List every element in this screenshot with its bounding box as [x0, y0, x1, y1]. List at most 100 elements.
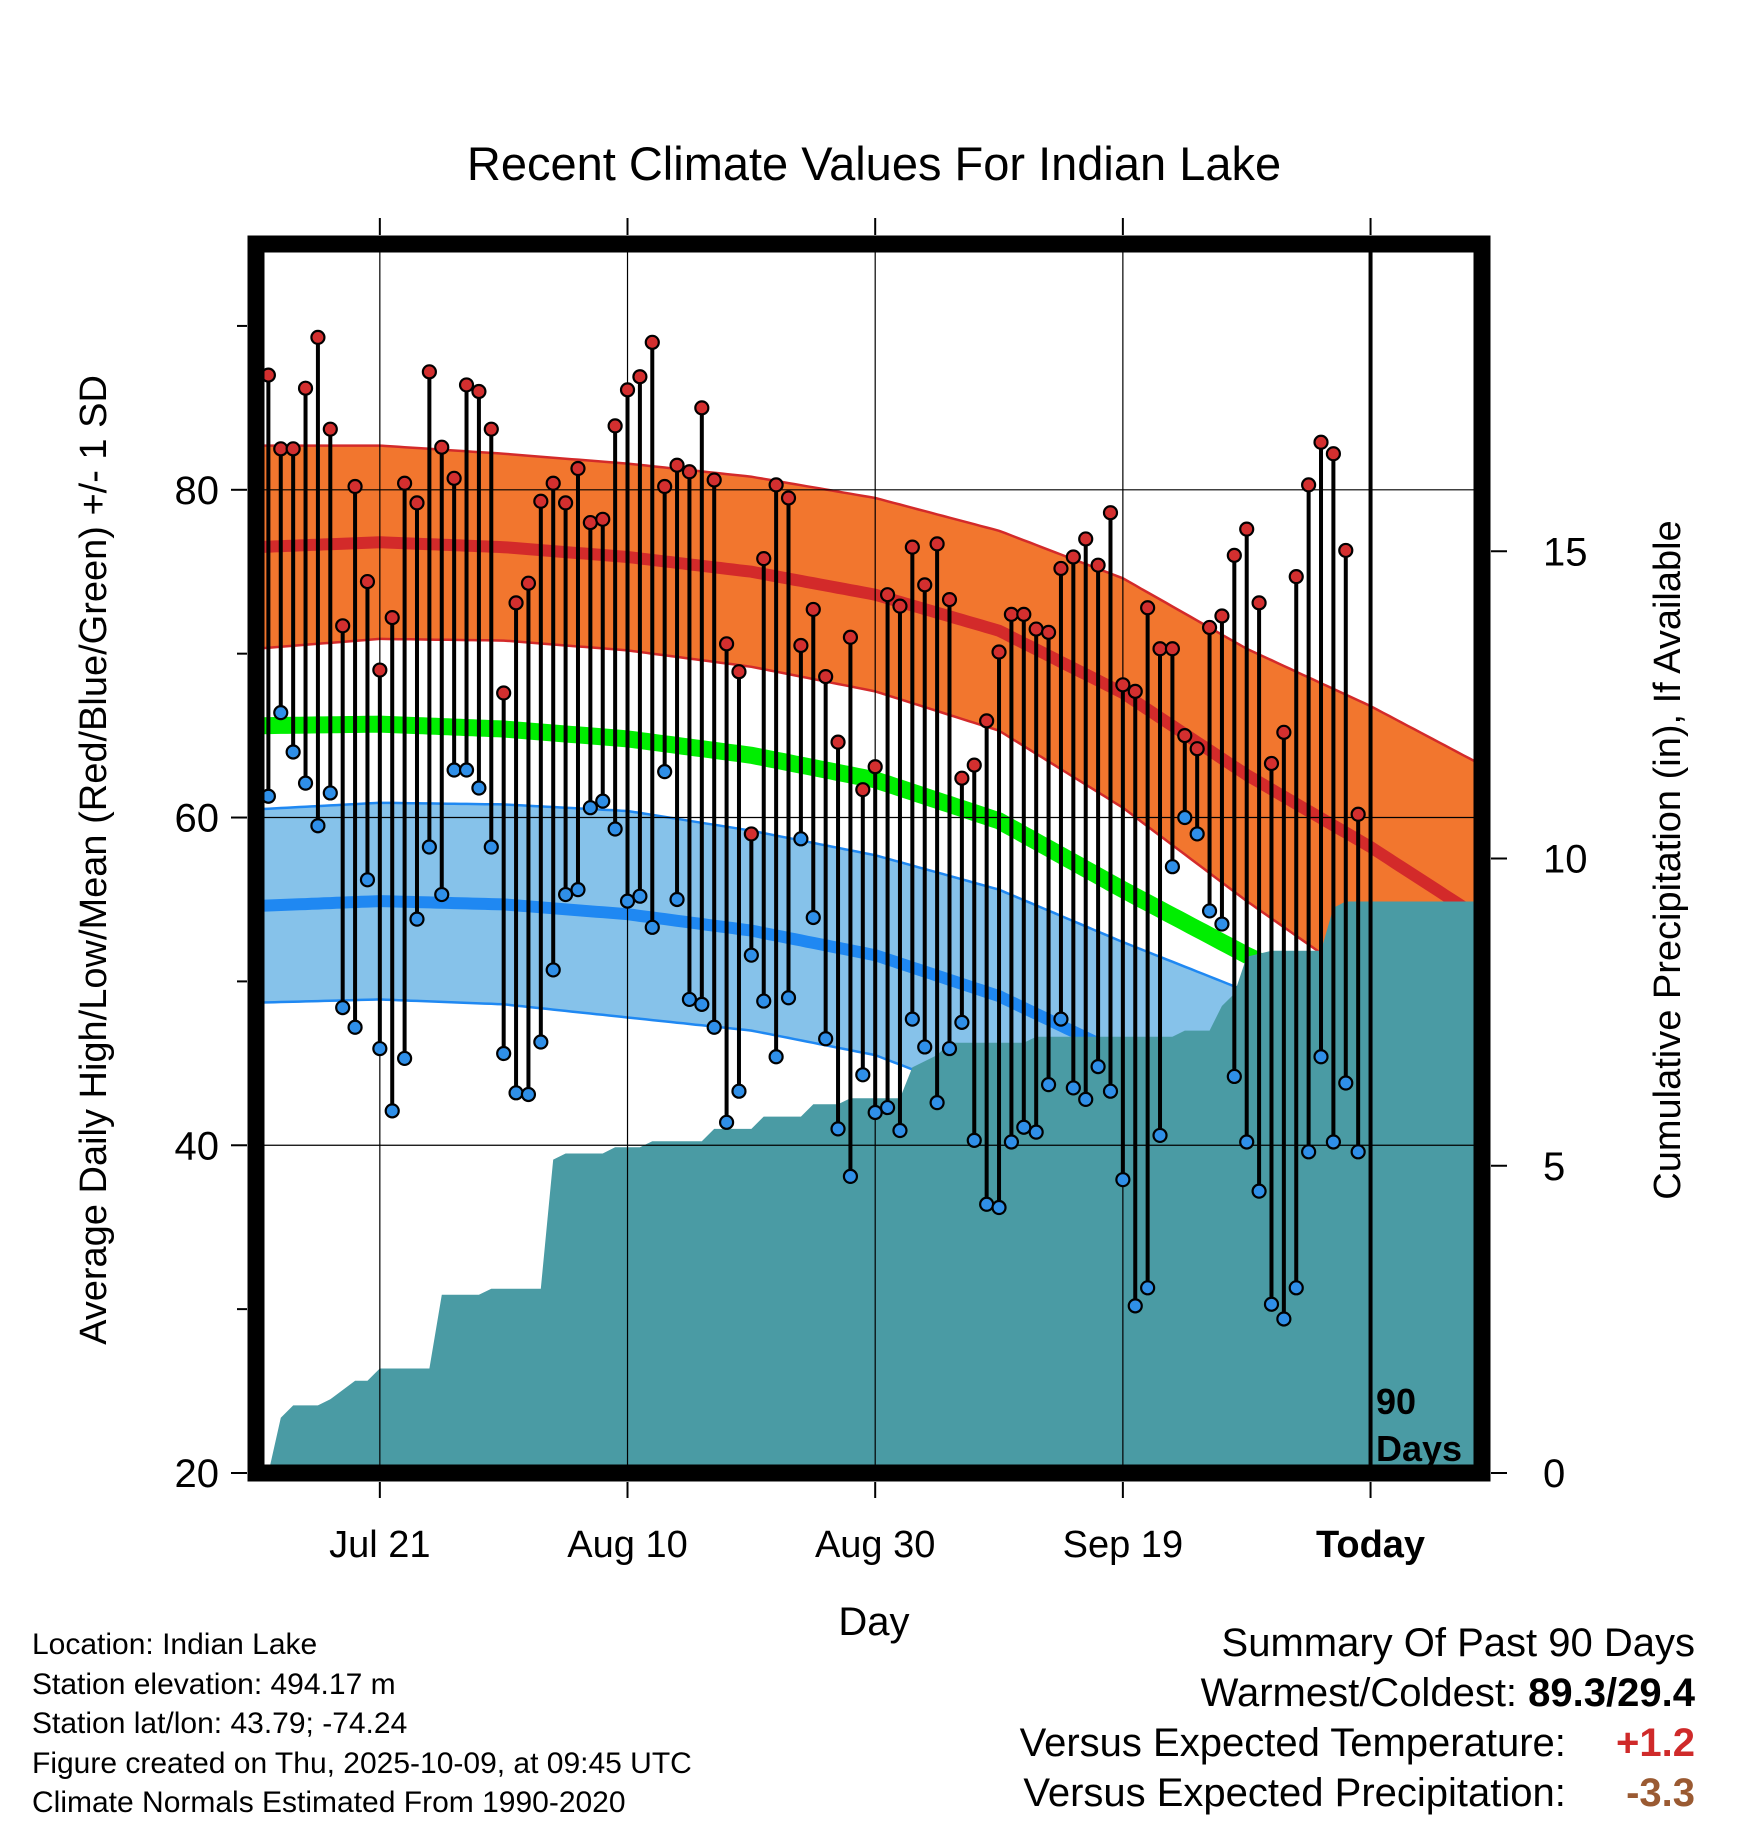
low-point — [1226, 1068, 1242, 1085]
summary-warmest-value: 89.3/29.4 — [1528, 1671, 1695, 1715]
high-point — [1263, 755, 1280, 772]
high-point — [508, 595, 524, 611]
low-point — [1338, 1075, 1354, 1091]
low-point — [1065, 1080, 1081, 1096]
high-point — [285, 441, 301, 457]
low-point — [929, 1095, 945, 1111]
low-point — [917, 1039, 933, 1055]
low-point — [669, 891, 685, 908]
high-point — [1301, 477, 1317, 493]
low-point — [1214, 916, 1230, 932]
low-point — [310, 818, 326, 834]
low-point — [867, 1104, 883, 1121]
low-point — [533, 1034, 549, 1050]
high-point — [297, 380, 314, 396]
high-point — [805, 601, 821, 618]
low-point — [1313, 1049, 1329, 1065]
x-axis-title: Day — [838, 1600, 909, 1644]
low-point — [595, 793, 611, 809]
low-point — [335, 1000, 351, 1016]
high-point — [756, 551, 772, 567]
low-point — [273, 705, 289, 721]
low-point — [1325, 1134, 1341, 1150]
high-point — [1152, 641, 1168, 657]
low-point — [1301, 1144, 1317, 1160]
low-point — [545, 962, 561, 978]
low-point — [954, 1014, 970, 1030]
high-point — [681, 464, 698, 480]
low-point — [830, 1121, 846, 1137]
high-point — [644, 334, 660, 350]
low-point — [285, 744, 301, 760]
summary-temp-label: Versus Expected Temperature: — [1019, 1721, 1566, 1765]
low-point — [632, 888, 648, 904]
high-point — [607, 418, 623, 434]
high-point — [731, 664, 747, 680]
low-point — [458, 762, 475, 778]
low-point — [297, 775, 314, 791]
high-point — [619, 382, 636, 398]
axes: 20 40 60 80 0 5 10 15 Jul 21 Aug 10 Aug 30 Sep 19 To… — [175, 218, 1588, 1566]
high-point — [446, 470, 462, 486]
x-tick-label: Today — [1316, 1524, 1425, 1566]
low-point — [681, 991, 698, 1008]
high-point — [954, 770, 970, 786]
high-point — [1251, 595, 1267, 611]
high-point — [917, 577, 933, 593]
summary-title: Summary Of Past 90 Days — [1221, 1621, 1695, 1665]
high-point — [743, 826, 759, 842]
low-point — [991, 1199, 1007, 1216]
plot-border — [247, 235, 1491, 1482]
high-point — [718, 636, 735, 652]
high-band-lower-edge — [255, 637, 1483, 1075]
low-point — [718, 1114, 735, 1130]
today-marker-label-line2: Days — [1376, 1428, 1462, 1469]
high-point — [904, 539, 920, 555]
high-point — [979, 713, 995, 729]
low-point — [434, 886, 450, 903]
y-axis-title: Average Daily High/Low/Mean (Red/Blue/Gr… — [73, 375, 115, 1345]
high-point — [1288, 569, 1304, 585]
low-point — [979, 1196, 995, 1212]
high-point — [397, 475, 413, 491]
y-tick-label: 40 — [175, 1124, 220, 1168]
high-point — [384, 610, 400, 626]
high-point — [458, 377, 475, 393]
high-point — [966, 757, 982, 773]
low-point — [1090, 1059, 1106, 1075]
high-band — [256, 445, 1482, 1074]
low-point — [409, 911, 425, 927]
low-band — [256, 802, 1482, 1377]
high-point — [657, 478, 673, 495]
low-point — [941, 1040, 958, 1057]
low-point — [397, 1050, 413, 1067]
high-point — [322, 421, 338, 437]
low-point — [879, 1099, 896, 1116]
low-point — [1078, 1091, 1094, 1107]
high-point — [793, 637, 809, 654]
y2-axis-title: Cumulative Precipitation (in), If Availa… — [1647, 520, 1689, 1199]
high-point — [409, 495, 425, 511]
summary-precip-value: -3.3 — [1626, 1771, 1695, 1815]
low-point — [1016, 1119, 1032, 1135]
low-point — [1127, 1298, 1143, 1314]
y-tick-label: 80 — [175, 469, 220, 513]
summary-warmest-row: Warmest/Coldest: 89.3/29.4 — [1020, 1668, 1695, 1718]
high-point — [1239, 521, 1255, 537]
low-point — [1115, 1172, 1131, 1188]
high-point — [1040, 624, 1057, 640]
low-point — [446, 762, 462, 778]
high-point — [496, 685, 512, 701]
high-point — [892, 598, 908, 614]
high-point — [520, 575, 537, 591]
low-point — [793, 831, 809, 847]
high-point — [1028, 621, 1044, 637]
low-point — [1201, 903, 1218, 919]
low-point — [1003, 1134, 1020, 1150]
low-point — [855, 1067, 871, 1083]
high-point — [570, 460, 586, 477]
high-point — [533, 493, 549, 509]
high-point — [483, 421, 499, 437]
x-tick-label: Sep 19 — [1063, 1524, 1183, 1566]
